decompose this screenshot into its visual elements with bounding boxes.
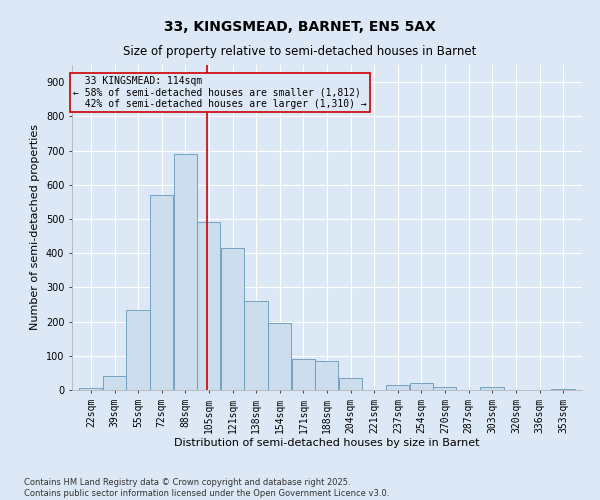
Bar xyxy=(481,386,503,390)
Bar xyxy=(410,383,433,390)
Text: 33, KINGSMEAD, BARNET, EN5 5AX: 33, KINGSMEAD, BARNET, EN5 5AX xyxy=(164,20,436,34)
Bar xyxy=(386,385,409,390)
Bar xyxy=(268,324,291,390)
Text: Size of property relative to semi-detached houses in Barnet: Size of property relative to semi-detach… xyxy=(124,45,476,58)
X-axis label: Distribution of semi-detached houses by size in Barnet: Distribution of semi-detached houses by … xyxy=(174,438,480,448)
Bar xyxy=(292,359,315,390)
Bar xyxy=(150,195,173,390)
Bar xyxy=(127,310,149,390)
Bar xyxy=(103,376,126,390)
Bar xyxy=(244,301,268,390)
Bar xyxy=(433,386,457,390)
Bar xyxy=(339,378,362,390)
Text: Contains HM Land Registry data © Crown copyright and database right 2025.
Contai: Contains HM Land Registry data © Crown c… xyxy=(24,478,389,498)
Bar xyxy=(79,388,102,390)
Bar xyxy=(315,361,338,390)
Bar xyxy=(173,154,197,390)
Text: 33 KINGSMEAD: 114sqm
← 58% of semi-detached houses are smaller (1,812)
  42% of : 33 KINGSMEAD: 114sqm ← 58% of semi-detac… xyxy=(73,76,367,109)
Y-axis label: Number of semi-detached properties: Number of semi-detached properties xyxy=(31,124,40,330)
Bar xyxy=(197,222,220,390)
Bar xyxy=(221,248,244,390)
